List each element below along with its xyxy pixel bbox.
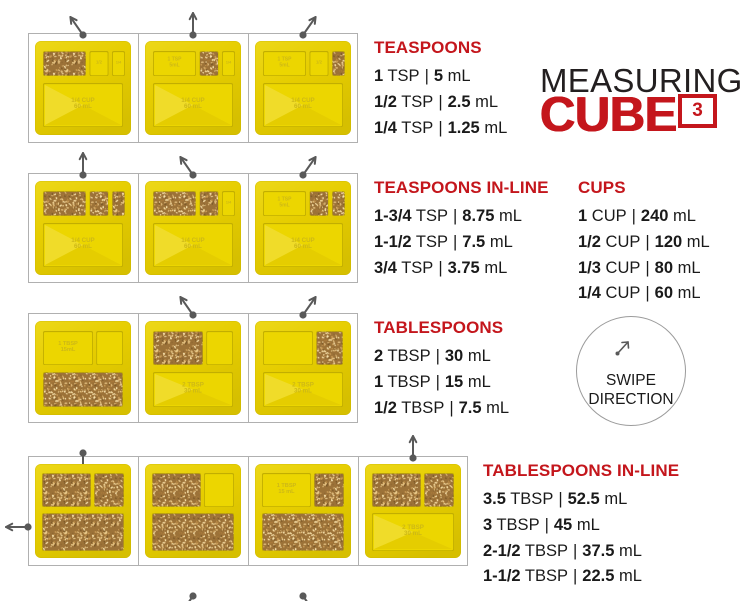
svg-text:5mL: 5mL (169, 63, 179, 69)
svg-text:1/2: 1/2 (316, 60, 323, 65)
svg-text:60 mL: 60 mL (184, 103, 202, 110)
svg-text:60 mL: 60 mL (74, 103, 92, 110)
svg-text:30 mL: 30 mL (404, 530, 422, 537)
svg-text:5mL: 5mL (279, 63, 289, 69)
svg-text:5mL: 5mL (279, 203, 289, 209)
svg-text:60 mL: 60 mL (294, 103, 312, 110)
svg-text:15mL: 15mL (61, 347, 76, 353)
svg-text:1/4: 1/4 (116, 60, 122, 65)
svg-text:60 mL: 60 mL (74, 243, 92, 250)
svg-text:1/4: 1/4 (226, 60, 232, 65)
svg-text:60 mL: 60 mL (294, 243, 312, 250)
svg-text:1/2: 1/2 (96, 60, 103, 65)
svg-text:15 mL: 15 mL (278, 489, 295, 495)
svg-text:1/4: 1/4 (226, 200, 232, 205)
svg-text:30 mL: 30 mL (184, 388, 202, 395)
svg-text:30 mL: 30 mL (294, 388, 312, 395)
svg-text:60 mL: 60 mL (184, 243, 202, 250)
